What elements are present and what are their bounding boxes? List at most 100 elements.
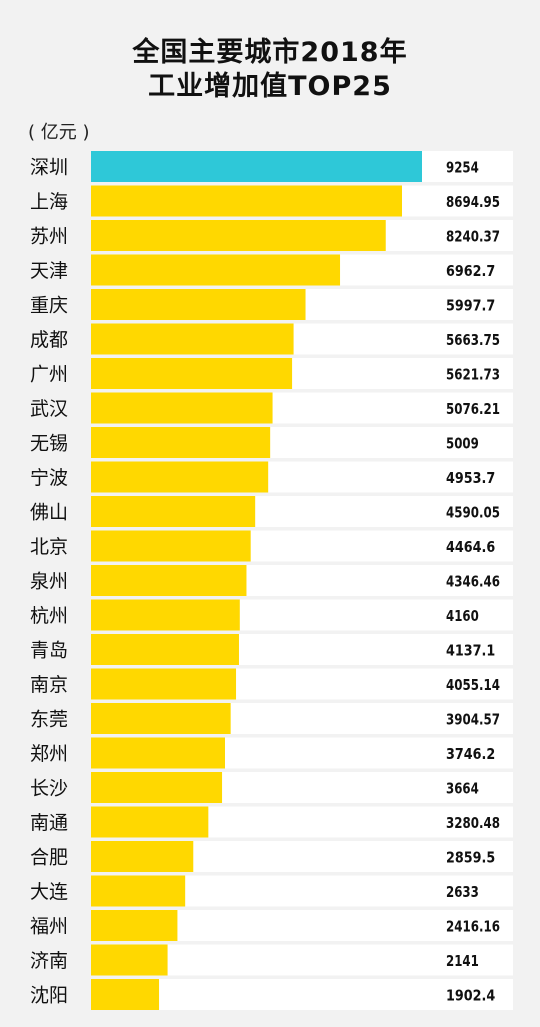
category-label: 大连 [30,881,68,903]
bar-row: 苏州 8240.37 [30,220,513,251]
bar-row: 济南 2141 [30,944,513,976]
bar [91,254,341,286]
bar-row: 天津 6962.7 [30,254,513,286]
bar [91,703,231,734]
value-label: 4464.6 [446,538,495,556]
value-label: 2633 [446,883,479,901]
value-label: 2859.5 [446,849,495,867]
category-label: 武汉 [30,398,68,420]
bar-row: 青岛 4137.1 [30,634,513,665]
value-label: 5663.75 [446,331,500,349]
bar-row: 郑州 3746.2 [30,737,513,769]
bar-row: 南通 3280.48 [30,806,513,838]
category-label: 青岛 [30,640,68,662]
bar-row: 沈阳 1902.4 [30,979,513,1010]
bar-row: 合肥 2859.5 [30,841,513,872]
bar-row: 佛山 4590.05 [30,496,513,527]
bar-row: 杭州 4160 [30,599,513,631]
bar [91,634,239,665]
bar [91,496,256,527]
value-label: 8240.37 [446,228,500,246]
category-label: 福州 [30,916,68,938]
value-label: 5621.73 [446,366,500,384]
category-label: 佛山 [30,502,68,524]
value-label: 4055.14 [446,676,500,694]
value-label: 3280.48 [446,814,500,832]
value-label: 4160 [446,607,479,625]
bar [91,599,240,631]
bar [91,944,168,976]
category-label: 郑州 [30,743,68,765]
bar [91,737,225,769]
category-label: 南通 [30,812,68,834]
value-label: 6962.7 [446,262,495,280]
bar [91,772,223,803]
bar-row: 无锡 5009 [30,427,513,458]
category-label: 苏州 [30,226,68,248]
value-label: 2141 [446,952,479,970]
bar [91,979,160,1010]
category-label: 泉州 [30,571,68,593]
bar [91,392,273,424]
bar-row: 广州 5621.73 [30,358,513,389]
value-label: 9254 [446,159,479,177]
value-label: 2416.16 [446,918,500,936]
category-label: 东莞 [30,709,68,731]
value-label: 4137.1 [446,642,495,660]
category-label: 上海 [30,191,68,213]
chart-title-line1: 全国主要城市2018年 [132,37,408,68]
bar-row: 东莞 3904.57 [30,703,513,734]
value-label: 5009 [446,435,479,453]
value-label: 5997.7 [446,297,495,315]
category-label: 济南 [30,950,68,972]
bar-row: 南京 4055.14 [30,668,513,700]
bar [91,427,271,458]
category-label: 成都 [30,329,68,351]
bar-row: 成都 5663.75 [30,323,513,355]
bar-row: 深圳 9254 [30,151,513,182]
bar-row: 大连 2633 [30,875,513,907]
value-label: 3664 [446,780,479,798]
category-label: 南京 [30,674,68,696]
bar [91,565,247,596]
bar [91,151,422,182]
bar-row: 重庆 5997.7 [30,289,513,320]
value-label: 3904.57 [446,711,500,729]
bar-row: 上海 8694.95 [30,185,513,217]
value-label: 5076.21 [446,400,500,418]
category-label: 重庆 [30,295,68,317]
category-label: 无锡 [30,433,68,455]
category-label: 长沙 [30,778,68,800]
value-label: 4346.46 [446,573,500,591]
category-label: 合肥 [30,847,68,869]
category-label: 深圳 [30,157,68,179]
bar-row: 泉州 4346.46 [30,565,513,596]
bar [91,841,194,872]
category-label: 天津 [30,260,68,282]
bar-row: 武汉 5076.21 [30,392,513,424]
bar [91,289,306,320]
bar [91,530,251,562]
bar [91,220,386,251]
bar [91,875,186,907]
chart-title-line2: 工业增加值TOP25 [148,71,392,102]
value-label: 1902.4 [446,987,495,1005]
category-label: 广州 [30,364,68,386]
bar [91,668,237,700]
value-label: 4590.05 [446,504,500,522]
bar [91,910,178,941]
bar-row: 长沙 3664 [30,772,513,803]
unit-label: ( 亿元 ) [28,122,90,143]
bar [91,358,293,389]
category-label: 沈阳 [30,985,68,1007]
value-label: 4953.7 [446,469,495,487]
bar-row: 福州 2416.16 [30,910,513,941]
category-label: 宁波 [30,467,68,489]
value-label: 8694.95 [446,193,500,211]
bar [91,323,294,355]
bar [91,185,403,217]
bar [91,806,209,838]
category-label: 北京 [30,536,68,558]
bar [91,461,269,493]
